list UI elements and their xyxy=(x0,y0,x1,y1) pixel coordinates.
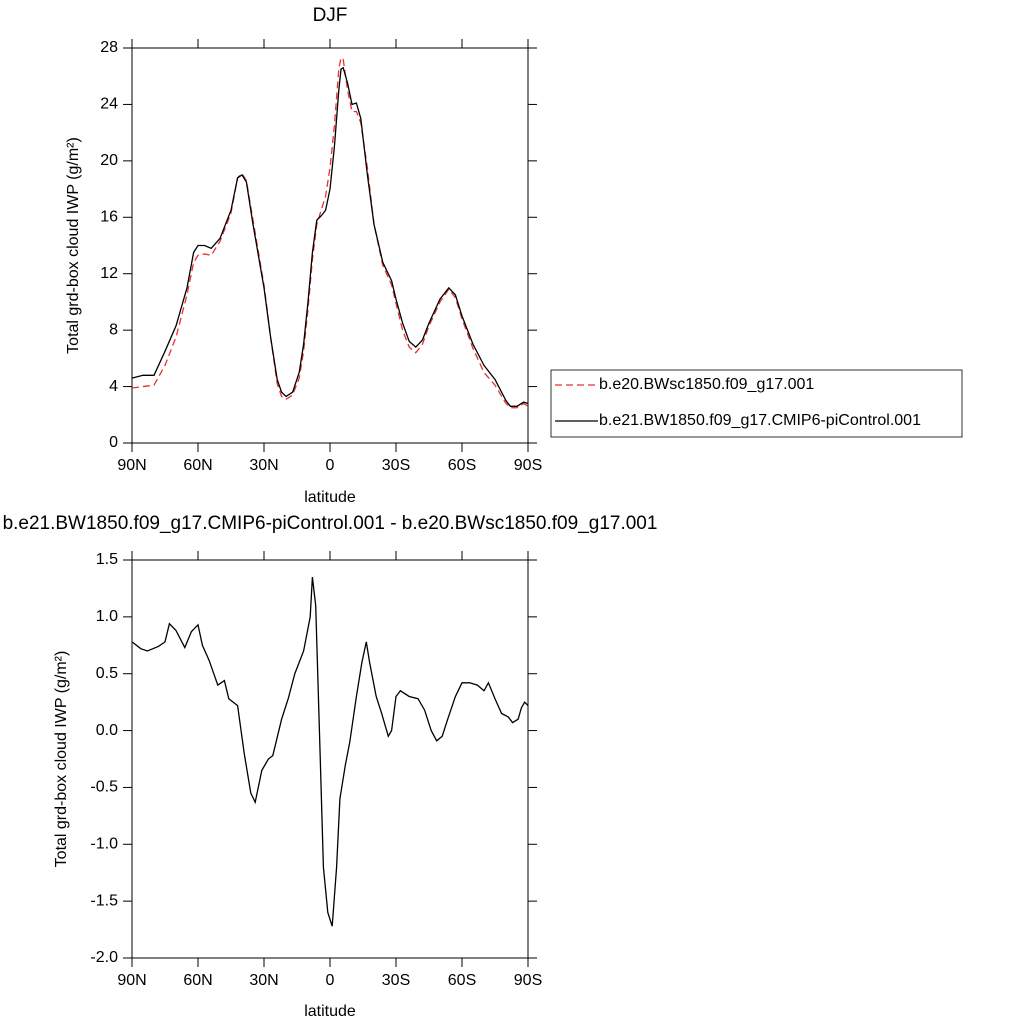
x-tick-label: 30N xyxy=(249,972,278,989)
x-tick-label: 90N xyxy=(117,972,146,989)
x-tick-label: 30N xyxy=(249,457,278,474)
x-tick-label: 30S xyxy=(382,457,410,474)
y-tick-label: 16 xyxy=(100,209,118,226)
y-axis-label: Total grd-box cloud IWP (g/m²) xyxy=(65,137,82,354)
y-tick-label: -1.5 xyxy=(90,892,118,909)
x-tick-label: 90S xyxy=(514,457,542,474)
y-tick-label: 0.5 xyxy=(96,665,118,682)
x-tick-label: 0 xyxy=(326,457,335,474)
data-line xyxy=(131,66,529,407)
y-tick-label: -0.5 xyxy=(90,779,118,796)
y-tick-label: -2.0 xyxy=(90,949,118,966)
legend-box xyxy=(550,369,963,438)
x-tick-label: 0 xyxy=(326,972,335,989)
x-axis-label: latitude xyxy=(304,489,356,506)
chart-title: b.e21.BW1850.f09_g17.CMIP6-piControl.001… xyxy=(3,513,658,534)
legend-label: b.e21.BW1850.f09_g17.CMIP6-piControl.001 xyxy=(599,412,921,429)
chart-title: DJF xyxy=(313,5,348,26)
y-tick-label: 20 xyxy=(100,152,118,169)
y-tick-label: 8 xyxy=(109,321,118,338)
legend-label: b.e20.BWsc1850.f09_g17.001 xyxy=(599,376,814,393)
x-axis-label: latitude xyxy=(304,1003,356,1020)
y-axis-label: Total grd-box cloud IWP (g/m²) xyxy=(53,651,70,868)
x-tick-label: 60S xyxy=(448,457,476,474)
y-tick-label: 24 xyxy=(100,96,118,113)
y-tick-label: 1.5 xyxy=(96,551,118,568)
data-line xyxy=(131,56,529,409)
y-tick-label: -1.0 xyxy=(90,836,118,853)
y-tick-label: 28 xyxy=(100,39,118,56)
y-tick-label: 0.0 xyxy=(96,722,118,739)
x-tick-label: 60N xyxy=(183,457,212,474)
x-tick-label: 90S xyxy=(514,972,542,989)
y-tick-label: 0 xyxy=(109,434,118,451)
x-tick-label: 60N xyxy=(183,972,212,989)
y-tick-label: 12 xyxy=(100,265,118,282)
x-tick-label: 90N xyxy=(117,457,146,474)
x-tick-label: 60S xyxy=(448,972,476,989)
y-tick-label: 1.0 xyxy=(96,608,118,625)
data-line xyxy=(131,576,529,927)
x-tick-label: 30S xyxy=(382,972,410,989)
y-tick-label: 4 xyxy=(109,378,118,395)
